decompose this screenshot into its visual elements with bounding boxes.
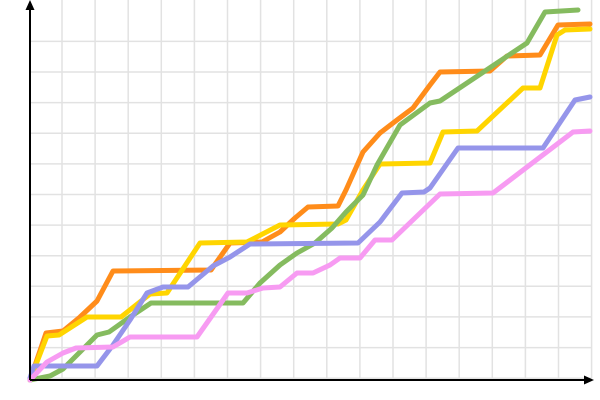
series-orange-line [27, 21, 593, 383]
series-yellow-line [27, 26, 593, 383]
y-axis-arrow-icon [25, 0, 35, 10]
data-series [27, 7, 593, 383]
series-blue-line [27, 94, 593, 381]
series-green-line [27, 7, 581, 383]
series-pink-line [27, 128, 593, 383]
x-axis-arrow-icon [584, 375, 594, 385]
axes [25, 0, 594, 385]
grid-lines [30, 0, 593, 379]
